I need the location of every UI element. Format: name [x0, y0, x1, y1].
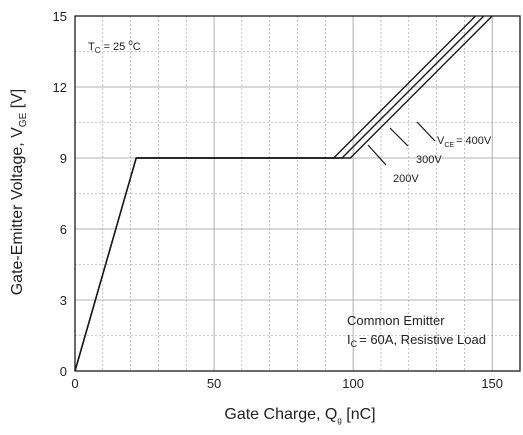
arrow-200v: [367, 144, 387, 166]
arrow-300v: [389, 127, 409, 147]
temperature-annotation: TC = 25 oC: [88, 38, 141, 55]
vce-300v-label: 300V: [416, 154, 442, 166]
y-tick-label: 15: [53, 9, 67, 24]
vce-200v-label: 200V: [393, 173, 419, 185]
x-tick-label: 0: [71, 376, 78, 391]
y-tick-label: 9: [60, 151, 67, 166]
arrow-400v: [416, 121, 436, 142]
curves: [74, 15, 493, 372]
plot-frame: [74, 15, 521, 372]
x-tick-label: 100: [342, 376, 364, 391]
x-axis-title: Gate Charge, Qg [nC]: [224, 406, 375, 425]
condition-ic: IC = 60A, Resistive Load: [347, 332, 486, 349]
y-tick-label: 6: [60, 222, 67, 237]
y-tick-label: 12: [53, 80, 67, 95]
vce-400v-label: VCE = 400V: [437, 135, 492, 149]
y-axis-title: Gate-Emitter Voltage, VGE [V]: [9, 89, 29, 296]
tick-labels: 0 50 100 150 0 3 6 9 12 15: [53, 9, 504, 391]
y-tick-label: 3: [60, 293, 67, 308]
x-tick-label: 150: [481, 376, 503, 391]
series-line-400v: [74, 15, 493, 372]
y-tick-label: 0: [60, 364, 67, 379]
x-tick-label: 50: [207, 376, 221, 391]
condition-common-emitter: Common Emitter: [347, 313, 445, 328]
grid-lines: [75, 16, 520, 371]
